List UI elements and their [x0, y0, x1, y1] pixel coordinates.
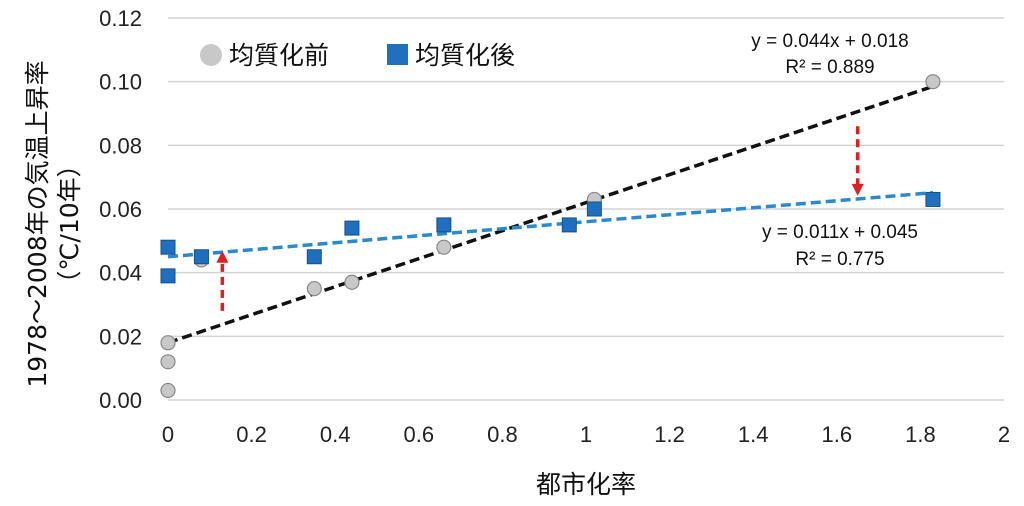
point-after — [344, 220, 360, 236]
x-tick-label: 1.6 — [822, 422, 853, 447]
x-axis-ticks: 0 0.2 0.4 0.6 0.8 1 1.2 1.4 1.6 1.8 2 — [162, 422, 1010, 447]
point-after — [561, 217, 577, 233]
point-before — [925, 74, 941, 90]
y-axis-label-line2: （℃/10年） — [55, 152, 84, 295]
equation-before: y = 0.044x + 0.018 — [751, 31, 908, 52]
y-tick-label: 0.10 — [99, 70, 142, 95]
trendline-before — [167, 84, 934, 345]
x-tick-label: 1 — [580, 422, 592, 447]
annotation-arrows — [216, 126, 864, 311]
legend-marker-after — [387, 44, 408, 65]
y-axis-label-line1: 1978～2008年の気温上昇率 — [23, 60, 52, 387]
x-tick-label: 0.8 — [487, 422, 518, 447]
x-tick-label: 2 — [998, 422, 1010, 447]
trendline-after — [167, 190, 934, 259]
x-tick-label: 1.8 — [905, 422, 936, 447]
y-tick-label: 0.00 — [99, 388, 142, 413]
point-after — [586, 201, 602, 217]
point-before — [160, 382, 176, 399]
legend-label-before: 均質化前 — [229, 41, 329, 70]
data-points — [160, 74, 941, 399]
x-tick-label: 0.4 — [320, 422, 351, 447]
trendlines — [167, 84, 934, 345]
point-before — [436, 239, 452, 255]
y-tick-label: 0.08 — [99, 133, 142, 158]
y-tick-label: 0.12 — [99, 6, 142, 31]
gridlines — [168, 17, 1004, 401]
point-after — [160, 239, 176, 255]
y-tick-label: 0.06 — [99, 197, 142, 222]
y-axis-ticks: 0.00 0.02 0.04 0.06 0.08 0.10 0.12 — [99, 6, 142, 413]
point-before — [344, 274, 360, 290]
point-after — [436, 217, 452, 233]
point-before — [160, 354, 176, 370]
legend: 均質化前 均質化後 — [200, 41, 515, 70]
equation-after: y = 0.011x + 0.045 — [762, 222, 918, 243]
point-before — [306, 280, 322, 297]
point-after — [160, 268, 176, 284]
x-tick-label: 1.2 — [654, 422, 685, 447]
x-tick-label: 0.6 — [404, 422, 435, 447]
y-tick-label: 0.04 — [99, 261, 142, 286]
point-after — [306, 249, 322, 265]
x-tick-label: 1.4 — [738, 422, 769, 447]
r2-after: R² = 0.775 — [795, 249, 884, 270]
point-before — [160, 335, 176, 351]
legend-marker-before — [200, 44, 222, 66]
y-tick-label: 0.02 — [99, 324, 142, 349]
point-after — [193, 249, 209, 265]
x-tick-label: 0 — [162, 422, 174, 447]
x-axis-label: 都市化率 — [536, 470, 636, 499]
point-after — [925, 191, 941, 207]
r2-before: R² = 0.889 — [785, 57, 874, 78]
x-tick-label: 0.2 — [236, 422, 267, 447]
legend-label-after: 均質化後 — [415, 41, 515, 70]
